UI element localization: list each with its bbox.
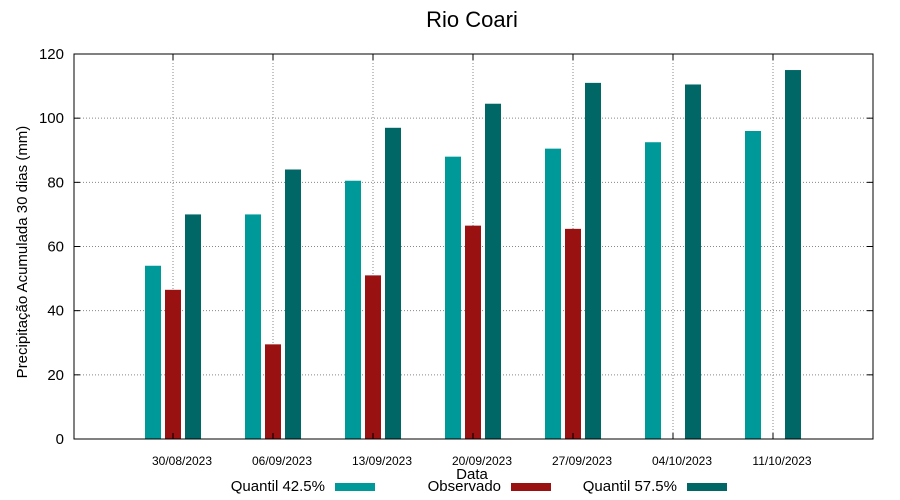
bar-0-0 [145, 265, 161, 439]
legend: Quantil 42.5% Observado Quantil 57.5% [231, 478, 727, 495]
y-axis-label: Precipitação Acumulada 30 dias (mm) [14, 126, 31, 379]
ytick-label-60: 60 [47, 239, 64, 256]
ytick-label-20: 20 [47, 367, 64, 384]
legend-swatch-2 [687, 483, 727, 491]
chart-title: Rio Coari [426, 7, 518, 32]
bar-0-5 [645, 142, 661, 439]
ytick-label-0: 0 [56, 431, 64, 448]
bar-0-4 [545, 148, 561, 440]
xtick-label-0: 30/08/2023 [152, 454, 212, 468]
bar-0-6 [745, 131, 761, 439]
bar-2-0 [185, 214, 201, 439]
bar-1-1 [265, 344, 281, 439]
bar-2-1 [285, 169, 301, 439]
ytick-label-40: 40 [47, 303, 64, 320]
legend-label-quantil-57: Quantil 57.5% [583, 478, 677, 495]
bar-2-3 [485, 103, 501, 440]
legend-label-observado: Observado [428, 478, 501, 495]
bar-2-4 [585, 82, 601, 439]
bar-1-3 [465, 225, 481, 439]
xtick-label-5: 04/10/2023 [652, 454, 712, 468]
xtick-label-1: 06/09/2023 [252, 454, 312, 468]
bar-0-1 [245, 214, 261, 439]
bar-2-5 [685, 84, 701, 440]
bars [145, 70, 801, 440]
ytick-label-100: 100 [39, 110, 64, 127]
ytick-label-120: 120 [39, 46, 64, 63]
ytick-label-80: 80 [47, 174, 64, 191]
legend-swatch-1 [511, 483, 551, 491]
legend-label-quantil-42: Quantil 42.5% [231, 478, 325, 495]
xtick-label-3: 20/09/2023 [452, 454, 512, 468]
y-ticks: 0 20 40 60 80 100 120 [39, 46, 64, 448]
xtick-label-4: 27/09/2023 [552, 454, 612, 468]
axes [73, 53, 874, 440]
x-axis-label: Data [456, 466, 488, 483]
plot-frame [73, 53, 874, 440]
bar-2-6 [785, 70, 801, 440]
bar-1-4 [565, 228, 581, 439]
xtick-label-2: 13/09/2023 [352, 454, 412, 468]
bar-0-2 [345, 180, 361, 439]
xtick-label-6: 11/10/2023 [752, 454, 811, 468]
bar-0-3 [445, 156, 461, 439]
legend-swatch-0 [335, 483, 375, 491]
bar-1-0 [165, 289, 181, 439]
bar-1-2 [365, 275, 381, 439]
bar-2-2 [385, 127, 401, 440]
x-ticks: 30/08/2023 06/09/2023 13/09/2023 20/09/2023… [152, 454, 812, 468]
